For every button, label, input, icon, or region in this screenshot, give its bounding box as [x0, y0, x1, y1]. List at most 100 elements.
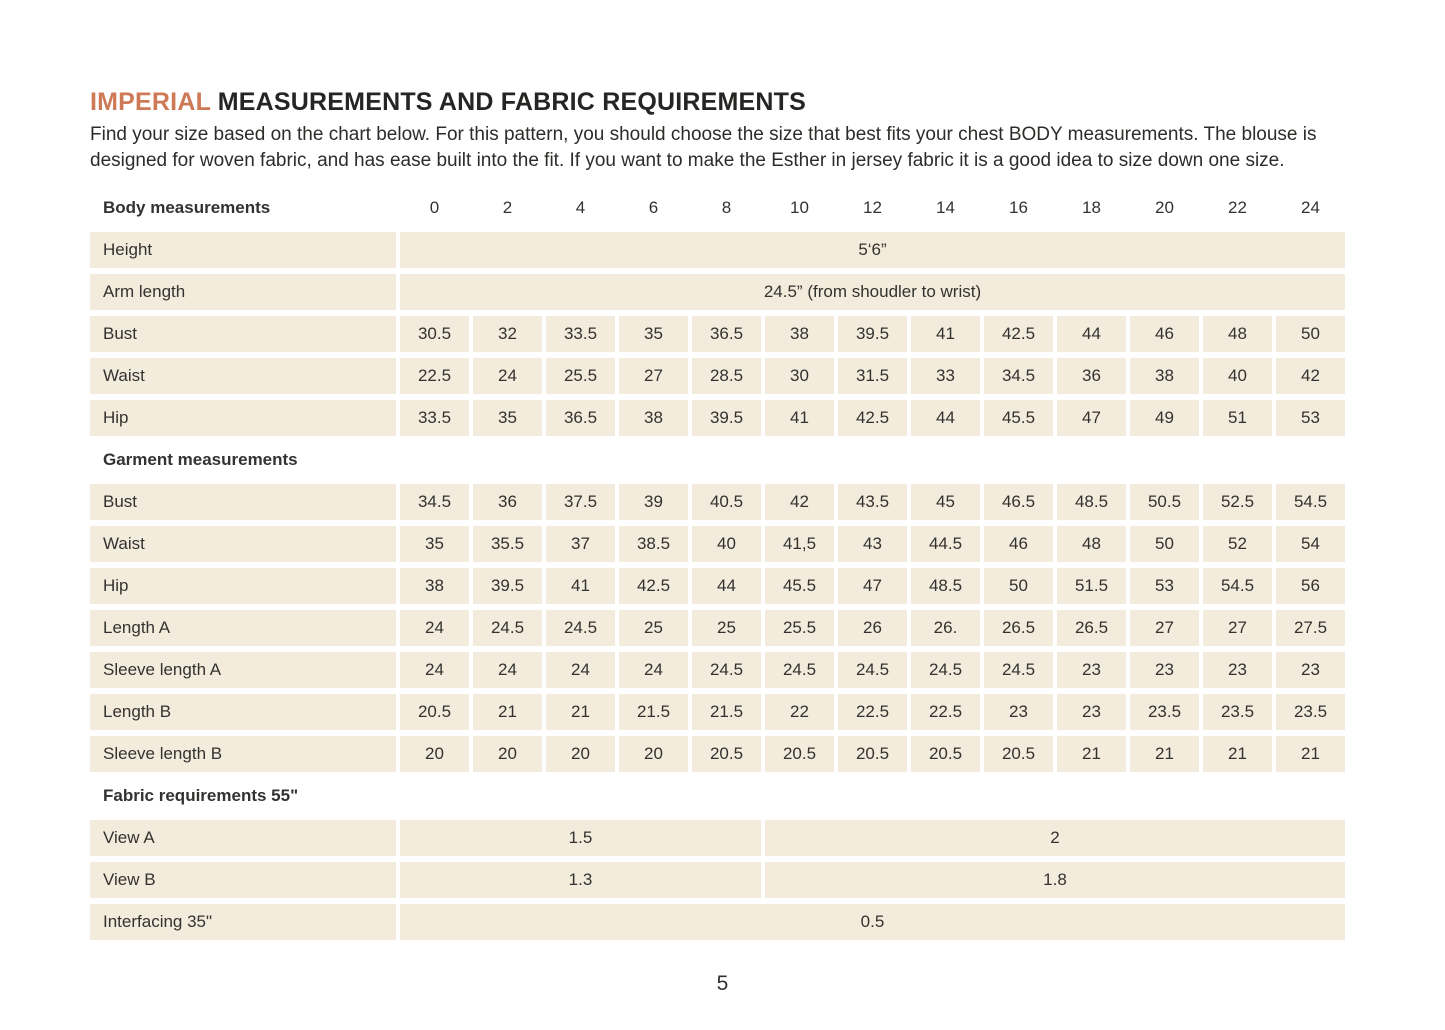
table-row: Hip 38 39.5 41 42.5 44 45.5 47 48.5 50 51.5 53 54.5 5…: [90, 568, 1345, 604]
value-cell: 41: [911, 316, 980, 352]
value-cell: 51.5: [1057, 568, 1126, 604]
value-cell: 35: [619, 316, 688, 352]
merged-value-cell: 5‘6”: [400, 232, 1345, 268]
value-cell: 25.5: [546, 358, 615, 394]
size-header-row: Body measurements 0 2 4 6 8 10 12 14 16 18 20 22 24: [90, 190, 1345, 226]
value-cell: 54.5: [1276, 484, 1345, 520]
table-row: Sleeve length A 24 24 24 24 24.5 24.5 24.5 24.5 2…: [90, 652, 1345, 688]
size-column-header: 10: [790, 198, 809, 217]
row-label: Hip: [90, 568, 396, 604]
value-cell: 48.5: [1057, 484, 1126, 520]
row-label: View B: [90, 862, 396, 898]
value-cell: 39: [619, 484, 688, 520]
value-cell: 25.5: [765, 610, 834, 646]
value-cell: 20.5: [984, 736, 1053, 772]
value-cell: 33.5: [400, 400, 469, 436]
merged-value-cell: 2: [765, 820, 1345, 856]
value-cell: 36: [1057, 358, 1126, 394]
table-row: Waist 22.5 24 25.5 27 28.5 30 31.5 33 34.5 36 38 40 4…: [90, 358, 1345, 394]
section-header-label: Fabric requirements 55": [103, 786, 299, 805]
value-cell: 52.5: [1203, 484, 1272, 520]
size-column-header: 2: [502, 198, 513, 217]
row-label: Bust: [90, 484, 396, 520]
size-column-header: 6: [648, 198, 659, 217]
row-label: Length A: [90, 610, 396, 646]
value-cell: 23.5: [1276, 694, 1345, 730]
value-cell: 38: [619, 400, 688, 436]
value-cell: 41,5: [765, 526, 834, 562]
table-row: Arm length 24.5” (from shoudler to wrist): [90, 274, 1345, 310]
value-cell: 23: [984, 694, 1053, 730]
value-cell: 36: [473, 484, 542, 520]
size-column-header: 4: [575, 198, 586, 217]
value-cell: 34.5: [984, 358, 1053, 394]
row-label: Length B: [90, 694, 396, 730]
column-header-label: Body measurements: [103, 198, 271, 217]
table-row: Interfacing 35" 0.5: [90, 904, 1345, 940]
value-cell: 24: [473, 652, 542, 688]
row-label: Sleeve length B: [90, 736, 396, 772]
size-column-header: 12: [863, 198, 882, 217]
value-cell: 24: [473, 358, 542, 394]
document-content: IMPERIAL MEASUREMENTS AND FABRIC REQUIRE…: [90, 88, 1348, 946]
value-cell: 36.5: [692, 316, 761, 352]
value-cell: 36.5: [546, 400, 615, 436]
value-cell: 44: [1057, 316, 1126, 352]
value-cell: 51: [1203, 400, 1272, 436]
value-cell: 47: [838, 568, 907, 604]
value-cell: 45.5: [984, 400, 1053, 436]
value-cell: 35.5: [473, 526, 542, 562]
row-label: Hip: [90, 400, 396, 436]
value-cell: 35: [400, 526, 469, 562]
value-cell: 22.5: [400, 358, 469, 394]
table-row: Bust 34.5 36 37.5 39 40.5 42 43.5 45 46.5 48.5 50.5…: [90, 484, 1345, 520]
row-label: Waist: [90, 358, 396, 394]
value-cell: 54: [1276, 526, 1345, 562]
value-cell: 30.5: [400, 316, 469, 352]
value-cell: 24.5: [692, 652, 761, 688]
value-cell: 40.5: [692, 484, 761, 520]
value-cell: 27: [619, 358, 688, 394]
value-cell: 39.5: [473, 568, 542, 604]
merged-value-cell: 1.8: [765, 862, 1345, 898]
value-cell: 20: [619, 736, 688, 772]
value-cell: 40: [1203, 358, 1272, 394]
value-cell: 23: [1130, 652, 1199, 688]
value-cell: 45.5: [765, 568, 834, 604]
value-cell: 24.5: [765, 652, 834, 688]
value-cell: 23: [1276, 652, 1345, 688]
value-cell: 24: [400, 652, 469, 688]
size-column-header: 16: [1009, 198, 1028, 217]
value-cell: 26.5: [984, 610, 1053, 646]
value-cell: 26.: [911, 610, 980, 646]
value-cell: 26: [838, 610, 907, 646]
value-cell: 42: [1276, 358, 1345, 394]
value-cell: 28.5: [692, 358, 761, 394]
value-cell: 43: [838, 526, 907, 562]
value-cell: 24: [546, 652, 615, 688]
value-cell: 21: [1130, 736, 1199, 772]
value-cell: 23.5: [1203, 694, 1272, 730]
row-label: Waist: [90, 526, 396, 562]
value-cell: 50: [984, 568, 1053, 604]
value-cell: 30: [765, 358, 834, 394]
row-label: Sleeve length A: [90, 652, 396, 688]
value-cell: 44: [911, 400, 980, 436]
value-cell: 24.5: [473, 610, 542, 646]
value-cell: 42.5: [984, 316, 1053, 352]
value-cell: 25: [619, 610, 688, 646]
row-label: Interfacing 35": [90, 904, 396, 940]
value-cell: 20: [473, 736, 542, 772]
value-cell: 52: [1203, 526, 1272, 562]
value-cell: 42: [765, 484, 834, 520]
table-row: Bust 30.5 32 33.5 35 36.5 38 39.5 41 42.5 44 46 48 50: [90, 316, 1345, 352]
value-cell: 20.5: [692, 736, 761, 772]
value-cell: 31.5: [838, 358, 907, 394]
size-column-header: 20: [1155, 198, 1174, 217]
merged-value-cell: 0.5: [400, 904, 1345, 940]
value-cell: 37.5: [546, 484, 615, 520]
value-cell: 33: [911, 358, 980, 394]
page-title-accent: IMPERIAL: [90, 88, 211, 116]
value-cell: 41: [546, 568, 615, 604]
